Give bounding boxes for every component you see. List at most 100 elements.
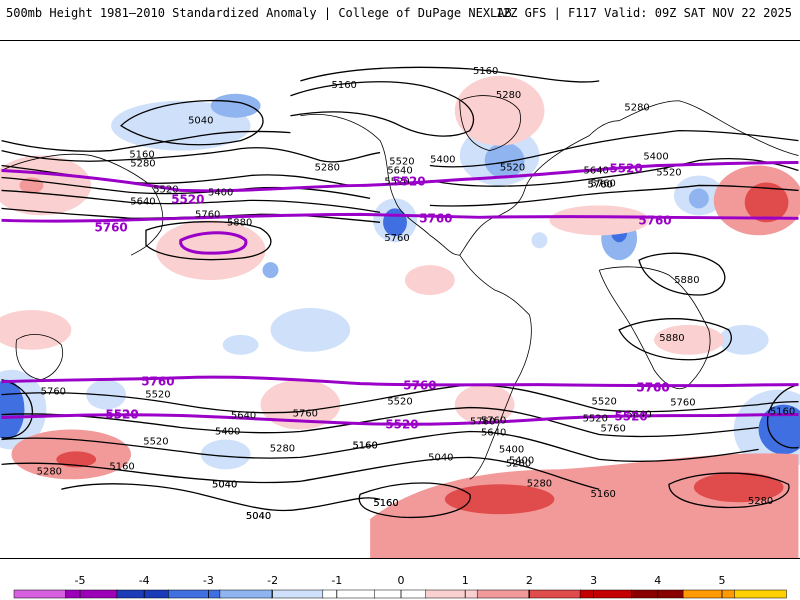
neg-anomaly: [484, 142, 525, 179]
contour-label: 5520: [500, 162, 525, 173]
contour-label: 5640: [130, 196, 155, 207]
contour-label: 5160: [373, 498, 398, 509]
contour-5160-loop: [668, 472, 790, 509]
highlight-5520-north: [1, 161, 799, 193]
colorbar-swatch: [65, 589, 118, 599]
contour-label: 5520: [153, 184, 178, 195]
contour-label: 5760: [481, 416, 506, 427]
colorbar-tick-label: 4: [654, 574, 661, 587]
colorbar-ticks: -5 -4 -3 -2 -1 0 1 2 3 4 5: [75, 574, 726, 598]
contour-label: 5160: [352, 440, 377, 451]
contour-label: 5160: [591, 489, 616, 500]
colorbar-tick-label: 3: [590, 574, 597, 587]
contour-label: 5640: [481, 427, 506, 438]
colorbar-segments: [13, 589, 787, 599]
contour-label: 5880: [674, 275, 699, 286]
contour-low-west: [1, 379, 34, 439]
anomaly-map: 5160 5160 5280 5040 5160 5280 5520 5400 …: [0, 40, 800, 559]
colorbar-tick-label: 5: [719, 574, 726, 587]
contour-label: 5760: [588, 179, 613, 190]
contour-label: 5520: [387, 397, 412, 408]
greenland-coast: [459, 95, 521, 151]
contour-label: 5040: [212, 479, 237, 490]
pos-anomaly: [693, 472, 784, 503]
contour-label: 5760: [670, 398, 695, 409]
neg-anomaly: [210, 93, 261, 118]
colorbar-swatch: [219, 589, 273, 599]
colorbar-swatch: [168, 589, 221, 599]
highlight-5880-loop: [179, 231, 248, 255]
highlight-label: 5760: [636, 381, 669, 395]
neg-anomaly: [222, 334, 259, 355]
colorbar-tick-label: 0: [398, 574, 405, 587]
contour-south-5400: [1, 406, 759, 438]
contour-label: 5400: [208, 187, 233, 198]
highlight-label: 5520: [614, 410, 647, 424]
contour-label: 5520: [145, 390, 170, 401]
pos-anomaly: [0, 309, 72, 350]
pos-anomaly: [444, 484, 555, 515]
contour-label: 5400: [643, 152, 668, 163]
pos-anomaly: [56, 451, 97, 468]
contour-label: 5400: [215, 426, 240, 437]
contour-low-east: [766, 384, 799, 449]
contour-label: 5280: [496, 90, 521, 101]
neg-anomaly: [262, 262, 279, 279]
contour-label: 5400: [509, 455, 534, 466]
highlight-label: 5520: [385, 418, 418, 432]
colorbar-swatch: [322, 589, 376, 599]
north-america-coast: [300, 100, 799, 256]
pos-anomaly: [454, 75, 545, 146]
contour-label: 5280: [748, 496, 773, 507]
pos-anomaly-band: [370, 453, 799, 558]
contour-label: 5160: [109, 461, 134, 472]
south-america-coast: [459, 254, 532, 480]
pos-anomaly: [260, 379, 341, 430]
contour-arctic-loop: [290, 81, 475, 137]
pos-anomaly: [404, 265, 455, 296]
contour-label: 5760: [195, 209, 220, 220]
colorbar: -5 -4 -3 -2 -1 0 1 2 3 4 5: [13, 574, 787, 599]
contour-5040-loop: [120, 99, 264, 146]
contour-label: 5160: [373, 498, 398, 509]
contour-5160-north: [300, 66, 600, 83]
neg-anomaly: [758, 404, 800, 455]
contour-label: 5640: [626, 410, 651, 421]
neg-anomaly: [718, 324, 769, 355]
colorbar-swatch: [425, 589, 478, 599]
neg-anomaly: [383, 208, 407, 237]
contour-5160: [1, 130, 291, 152]
contour-south-5040: [61, 483, 381, 512]
contour-label: 5280: [130, 159, 155, 170]
colorbar-tick-label: -4: [139, 574, 150, 587]
contour-label: 5760: [293, 409, 318, 420]
contour-label: 5160: [770, 407, 795, 418]
neg-anomaly: [531, 232, 548, 249]
highlight-label: 5520: [392, 174, 425, 188]
highlight-labels: 5520 5760 5520 5760 5760 5520 5760 5760 …: [95, 161, 672, 431]
contour-5880-loop: [145, 221, 272, 261]
contour-label: 5760: [470, 417, 495, 428]
contour-label: 5760: [384, 233, 409, 244]
contour-label: 5880: [227, 217, 252, 228]
contour-label: 5040: [246, 511, 271, 522]
contour-5640: [1, 189, 381, 213]
colorbar-tick-label: 2: [526, 574, 533, 587]
highlight-5760-north: [1, 212, 799, 223]
contour-label: 5520: [384, 176, 409, 187]
colorbar-swatch: [682, 589, 736, 599]
contour-east-5280: [429, 130, 799, 168]
contour-label: 5400: [430, 155, 455, 166]
highlight-label: 5760: [419, 211, 452, 225]
contour-label: 5040: [246, 511, 271, 522]
contour-label: 5760: [601, 423, 626, 434]
colorbar-swatch: [528, 589, 581, 599]
contour-label: 5760: [591, 178, 616, 189]
colorbar-tick-label: -1: [331, 574, 342, 587]
contour-label: 5160: [332, 80, 357, 91]
contour-label: 5640: [387, 165, 412, 176]
colorbar-swatch: [271, 589, 324, 599]
contour-label: 5520: [656, 167, 681, 178]
contour-east-5640: [429, 184, 799, 207]
contour-label: 5520: [389, 157, 414, 168]
